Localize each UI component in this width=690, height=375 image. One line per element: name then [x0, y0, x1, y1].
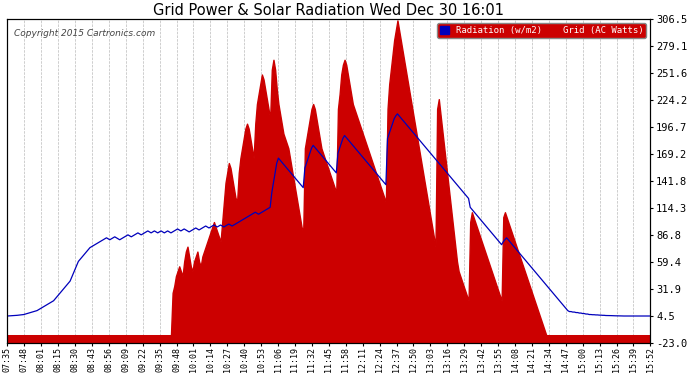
Title: Grid Power & Solar Radiation Wed Dec 30 16:01: Grid Power & Solar Radiation Wed Dec 30 … [153, 3, 504, 18]
Legend: Radiation (w/m2), Grid (AC Watts): Radiation (w/m2), Grid (AC Watts) [437, 24, 646, 38]
Text: Copyright 2015 Cartronics.com: Copyright 2015 Cartronics.com [14, 28, 155, 38]
